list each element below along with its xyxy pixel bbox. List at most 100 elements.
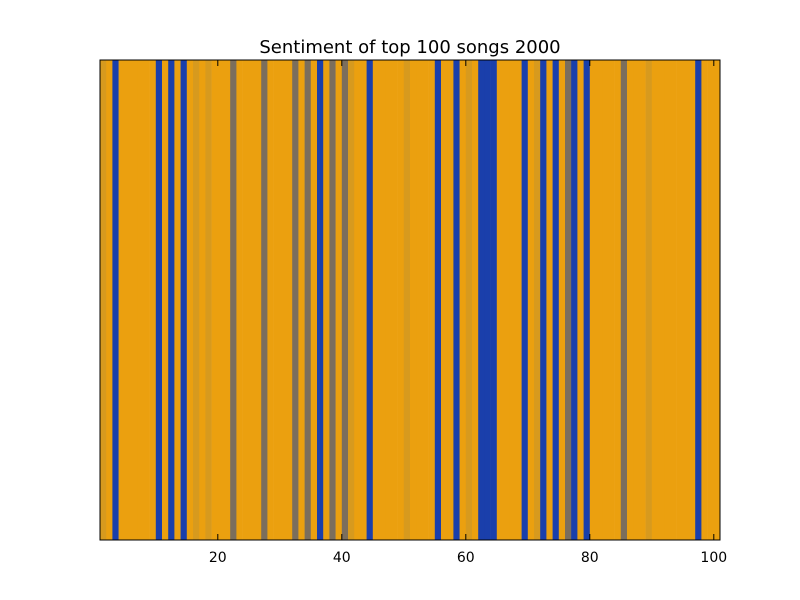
bar-song-25 [248,60,256,540]
bar-song-5 [124,60,132,540]
bar-song-67 [509,60,516,540]
x-tick-label: 100 [700,550,727,566]
bar-song-26 [255,60,262,540]
bar-song-3 [112,60,119,540]
bar-song-22 [230,60,237,540]
bar-song-93 [670,60,677,540]
x-tick-label: 60 [457,550,475,566]
bar-song-15 [186,60,194,540]
bar-song-72 [540,60,547,540]
bar-song-94 [676,60,684,540]
bar-song-55 [434,60,442,540]
bar-song-52 [416,60,423,540]
bar-song-49 [397,60,405,540]
bar-song-87 [633,60,640,540]
bar-song-37 [323,60,330,540]
bar-song-83 [608,60,615,540]
bar-song-70 [527,60,535,540]
bar-song-12 [168,60,175,540]
bar-song-21 [224,60,231,540]
bar-song-17 [199,60,206,540]
x-tick-label: 40 [333,550,351,566]
bar-song-29 [273,60,281,540]
bar-song-41 [348,60,355,540]
bar-song-65 [496,60,504,540]
bar-song-14 [180,60,188,540]
bar-song-36 [317,60,324,540]
bar-song-68 [515,60,522,540]
bar-song-81 [596,60,603,540]
chart-title: Sentiment of top 100 songs 2000 [259,37,560,58]
bar-song-2 [106,60,113,540]
bar-song-90 [651,60,659,540]
bar-song-33 [298,60,305,540]
bar-song-24 [242,60,250,540]
bars-group [100,60,721,540]
bar-song-100 [713,60,721,540]
bar-song-60 [465,60,473,540]
bar-song-40 [341,60,349,540]
bar-song-44 [366,60,374,540]
bar-song-47 [385,60,392,540]
bar-song-19 [211,60,219,540]
x-tick-label: 80 [581,550,599,566]
bar-song-32 [292,60,299,540]
bar-song-82 [602,60,609,540]
bar-song-51 [410,60,417,540]
bar-song-10 [155,60,163,540]
bar-song-4 [118,60,126,540]
bar-song-78 [577,60,584,540]
bar-song-66 [503,60,510,540]
bar-song-95 [682,60,690,540]
bar-song-9 [149,60,157,540]
bar-song-79 [583,60,591,540]
bar-song-59 [459,60,467,540]
bar-song-86 [627,60,634,540]
bar-song-39 [335,60,343,540]
bar-song-85 [620,60,628,540]
bar-song-46 [379,60,386,540]
bar-song-84 [614,60,622,540]
bar-song-13 [174,60,181,540]
bar-song-23 [236,60,243,540]
bar-song-45 [372,60,380,540]
bar-song-62 [478,60,485,540]
bar-song-42 [354,60,361,540]
bar-song-56 [441,60,448,540]
bar-song-63 [484,60,491,540]
bar-song-16 [193,60,200,540]
bar-song-35 [310,60,318,540]
bar-song-58 [453,60,460,540]
bar-song-7 [137,60,144,540]
plot-frame [99,59,721,541]
bar-song-69 [521,60,529,540]
bar-song-76 [565,60,572,540]
bar-song-43 [360,60,367,540]
bar-song-77 [571,60,578,540]
x-tick-label: 20 [209,550,227,566]
bar-song-20 [217,60,225,540]
bar-song-6 [131,60,138,540]
bar-song-31 [286,60,293,540]
bar-song-30 [279,60,287,540]
bar-song-80 [589,60,597,540]
x-axis: 20 40 60 80 100 [209,60,727,566]
bar-song-53 [422,60,429,540]
bar-song-73 [546,60,553,540]
bar-song-8 [143,60,150,540]
bar-song-74 [552,60,560,540]
bar-song-61 [472,60,479,540]
bar-song-71 [534,60,541,540]
bar-song-34 [304,60,312,540]
bar-song-88 [639,60,646,540]
bar-song-57 [447,60,454,540]
bar-song-54 [428,60,436,540]
bar-song-38 [329,60,336,540]
bar-song-97 [695,60,702,540]
bar-song-91 [658,60,665,540]
bar-song-99 [707,60,715,540]
bar-song-96 [689,60,696,540]
bar-song-27 [261,60,268,540]
bar-song-98 [701,60,708,540]
